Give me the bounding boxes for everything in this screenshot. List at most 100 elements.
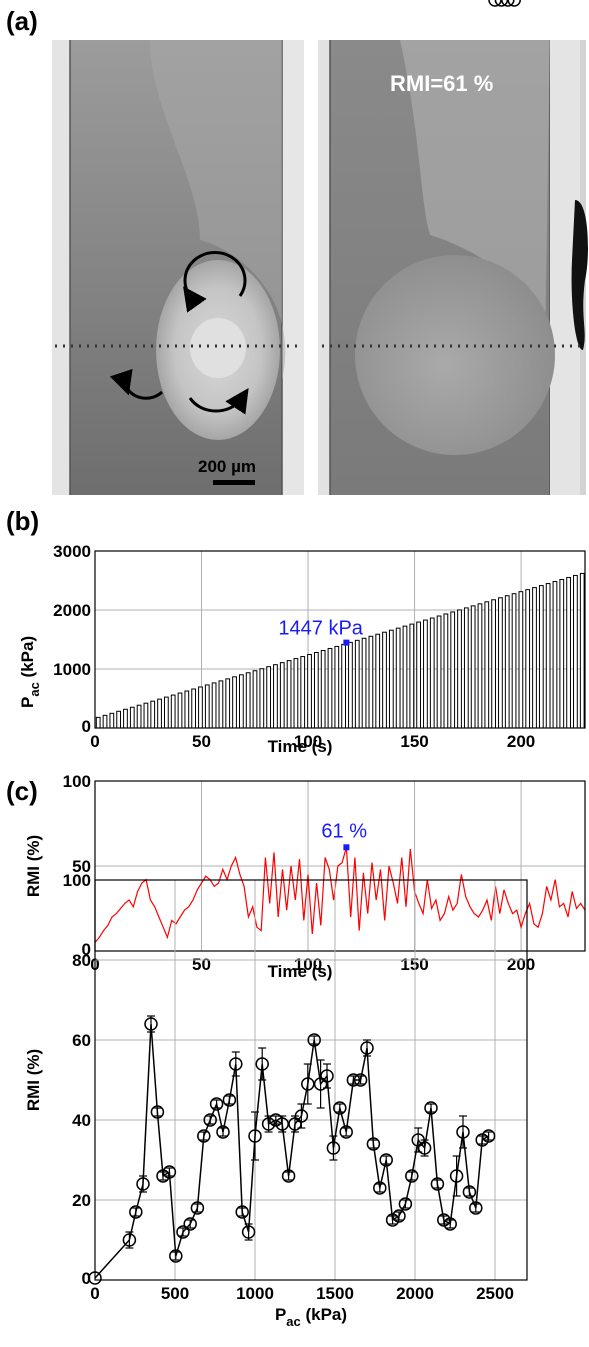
- rmi-pressure-point: [360, 1041, 374, 1055]
- rmi-time-highlight-marker: [343, 844, 350, 851]
- pressure-bar: [354, 639, 360, 729]
- pressure-bar: [375, 633, 381, 729]
- rmi-time-series-line: [94, 847, 586, 943]
- rmi-pressure-point: [333, 1101, 347, 1115]
- rmi-pressure-point: [481, 1129, 496, 1143]
- micrograph-left: 200 µm: [52, 40, 304, 495]
- pressure-bar: [566, 576, 571, 729]
- rmi-pressure-point: [294, 1109, 309, 1123]
- pressure-bar: [395, 627, 401, 729]
- pressure-bar: [436, 615, 442, 729]
- chart-pressure: 0 50 100 150 200 0 1000 2000 3000 1447 kPa Time…: [18, 542, 586, 756]
- pressure-bar: [225, 678, 231, 729]
- pressure-bar: [170, 694, 176, 729]
- pressure-bar: [313, 651, 319, 729]
- rmi-pressure-x-label-tail: (kPa): [301, 1305, 347, 1324]
- rmi-pressure-point: [203, 1113, 217, 1127]
- rmi-pressure-point: [229, 1057, 243, 1071]
- rmi-pressure-x-tick-label: 1000: [236, 1284, 274, 1303]
- pressure-bar: [232, 676, 237, 729]
- pressure-bar: [300, 656, 306, 729]
- pressure-bar: [457, 609, 462, 729]
- rmi-pressure-point: [398, 1197, 413, 1211]
- pressure-x-tick-label: 0: [90, 732, 99, 751]
- rmi-time-x-tick-label: 200: [507, 955, 535, 974]
- pressure-bar: [191, 688, 197, 729]
- panel-a-label: (a): [6, 6, 38, 36]
- rmi-pressure-point: [216, 1125, 230, 1139]
- pressure-bar: [498, 597, 503, 729]
- pressure-bar: [416, 621, 421, 729]
- rmi-pressure-point: [469, 1201, 483, 1215]
- pressure-bar: [491, 599, 496, 729]
- pressure-bars: [95, 572, 585, 729]
- rmi-pressure-point: [392, 1209, 406, 1223]
- rmi-pressure-grid: [94, 879, 527, 1281]
- pressure-bar: [443, 613, 449, 729]
- pressure-bar: [538, 585, 544, 729]
- flow-arrows: [109, 251, 249, 415]
- pressure-frame: [94, 550, 586, 729]
- pressure-x-label: Time (s): [268, 737, 333, 756]
- pressure-bar: [511, 593, 517, 729]
- rmi-pressure-point: [443, 1217, 457, 1231]
- pressure-bar: [252, 670, 258, 729]
- pressure-bar: [552, 581, 558, 729]
- rmi-pressure-point: [281, 1169, 296, 1183]
- rmi-pressure-x-tick-label: 500: [161, 1284, 189, 1303]
- pressure-bar: [102, 714, 108, 729]
- pressure-y-label: Pac (kPa): [18, 636, 42, 708]
- rmi-pressure-point: [379, 1153, 393, 1167]
- pressure-x-tick-label: 200: [507, 732, 535, 751]
- rmi-pressure-point: [507, 0, 521, 7]
- pressure-bar: [211, 682, 217, 729]
- micrograph-right: RMI=61 %: [318, 40, 588, 495]
- rmi-pressure-y-tick-label: 100: [63, 871, 91, 890]
- rmi-label: RMI=61 %: [390, 71, 493, 96]
- rmi-pressure-point: [144, 1017, 158, 1031]
- rmi-pressure-point: [248, 1129, 262, 1143]
- rmi-pressure-point: [190, 1201, 205, 1215]
- pressure-bar: [334, 645, 340, 729]
- rmi-pressure-point: [405, 1169, 419, 1183]
- pressure-bar: [266, 666, 272, 729]
- rmi-pressure-point: [222, 1093, 237, 1107]
- rmi-pressure-point: [136, 1177, 150, 1191]
- pressure-x-tick-label: 150: [400, 732, 428, 751]
- rmi-time-x-tick-label: 50: [192, 955, 211, 974]
- rmi-pressure-point: [129, 1205, 143, 1219]
- rmi-pressure-x-label-sub: ac: [286, 1314, 300, 1329]
- rmi-pressure-frame: [94, 879, 528, 1281]
- rmi-pressure-points: [88, 0, 521, 1285]
- pressure-y-tick-label: 2000: [53, 601, 91, 620]
- pressure-bar: [279, 662, 285, 729]
- pressure-bar: [157, 698, 162, 729]
- pressure-y-label-tail: (kPa): [18, 636, 37, 682]
- rmi-time-annotation: 61 %: [321, 820, 367, 842]
- rmi-pressure-point: [430, 1177, 445, 1191]
- rmi-pressure-point: [261, 1117, 276, 1131]
- rmi-pressure-point: [183, 1217, 197, 1231]
- rmi-time-y-tick-label: 50: [72, 857, 91, 876]
- rmi-pressure-point: [150, 1105, 165, 1119]
- pressure-x-tick-label: 100: [294, 732, 322, 751]
- pressure-bar: [218, 680, 224, 729]
- pressure-bar: [368, 635, 374, 729]
- rmi-pressure-y-tick-label: 60: [72, 1031, 91, 1050]
- rmi-pressure-point: [301, 1077, 315, 1091]
- pressure-bar: [484, 601, 490, 729]
- rmi-pressure-point: [122, 1233, 137, 1247]
- pressure-bar: [573, 574, 578, 729]
- rmi-time-y-tick-label: 0: [82, 940, 91, 959]
- pressure-y-tick-label: 0: [82, 717, 91, 736]
- pressure-bar: [341, 643, 346, 729]
- rmi-pressure-y-label: RMI (%): [24, 1049, 43, 1111]
- pressure-y-ticks: 0 1000 2000 3000: [53, 542, 91, 736]
- rmi-pressure-point: [162, 1165, 177, 1179]
- pressure-y-tick-label: 1000: [53, 660, 91, 679]
- rmi-pressure-x-label-main: P: [275, 1305, 286, 1324]
- pressure-highlight-marker: [343, 639, 350, 646]
- rmi-pressure-point: [275, 1117, 289, 1131]
- panel-c-label: (c): [6, 776, 38, 806]
